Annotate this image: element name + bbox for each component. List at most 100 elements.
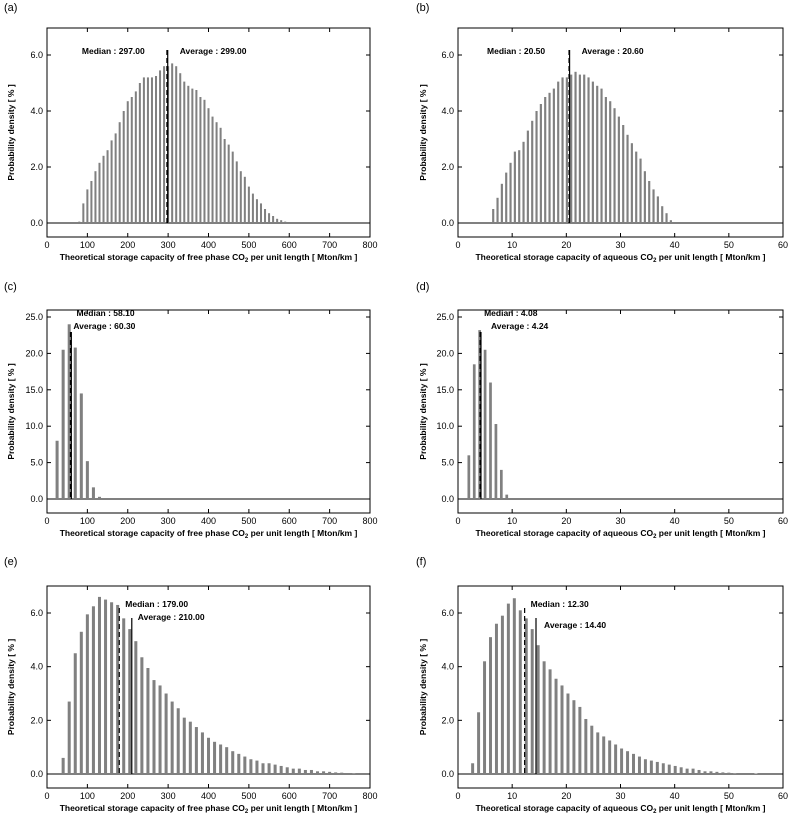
bar [518, 150, 521, 223]
x-tick-label: 800 [362, 791, 377, 801]
bar [191, 88, 194, 223]
bar [175, 66, 178, 223]
x-tick-label: 100 [80, 791, 95, 801]
y-tick-label: 0.0 [30, 494, 43, 504]
bar [639, 158, 642, 223]
bar [560, 685, 564, 774]
bar [505, 172, 508, 223]
bar [691, 768, 695, 774]
panel-label: (c) [4, 281, 17, 293]
x-tick-label: 30 [615, 240, 625, 250]
y-tick-label: 5.0 [441, 458, 454, 468]
y-tick-label: 6.0 [30, 608, 43, 618]
bar [231, 151, 234, 223]
y-tick-label: 2.0 [441, 162, 454, 172]
bar [90, 181, 93, 223]
bar [733, 773, 737, 774]
bar [243, 176, 246, 223]
bar [268, 213, 271, 223]
y-tick-label: 4.0 [441, 662, 454, 672]
y-axis-label: Probability density [ % ] [6, 363, 16, 460]
bar [73, 653, 77, 774]
bar [489, 382, 492, 499]
x-tick-label: 500 [241, 791, 256, 801]
bar [578, 74, 581, 223]
average-label: Average : 4.24 [491, 321, 549, 331]
bar [512, 598, 516, 774]
bar [522, 141, 525, 223]
bar [91, 487, 95, 499]
bar [200, 732, 204, 774]
x-tick-label: 20 [561, 791, 571, 801]
y-tick-label: 0.0 [441, 218, 454, 228]
bar [285, 767, 289, 774]
bar [709, 771, 713, 774]
bar [494, 424, 498, 499]
bar [483, 661, 487, 774]
bar [152, 680, 156, 774]
bar [207, 108, 210, 223]
chart-panel-f: (f) 0 10 20 30 40 50 60 0.0 2.0 4.0 6.0 Theoretical … [416, 556, 788, 815]
x-tick-label: 600 [282, 791, 297, 801]
bar [206, 737, 211, 774]
bar [182, 717, 186, 774]
bar [97, 596, 102, 774]
bar [78, 221, 81, 223]
x-axis-label: Theoretical storage capacity of aqueous … [475, 528, 765, 540]
bar [159, 70, 162, 224]
bar [215, 122, 218, 223]
bar [600, 88, 603, 223]
bar [140, 657, 144, 774]
x-tick-label: 50 [724, 240, 734, 250]
bar [661, 206, 664, 223]
bar [608, 740, 612, 774]
bar [86, 189, 89, 223]
bar [570, 74, 573, 223]
bar [187, 85, 190, 223]
bar [247, 186, 250, 223]
panel-label: (e) [4, 556, 17, 568]
bar [164, 693, 168, 774]
x-axis-label: Theoretical storage capacity of free pha… [60, 252, 358, 264]
x-tick-label: 500 [241, 516, 256, 526]
bar [237, 753, 241, 774]
bar [667, 764, 671, 774]
x-tick-label: 400 [201, 516, 216, 526]
bar [542, 661, 546, 774]
y-axis-label: Probability density [ % ] [418, 639, 428, 736]
y-tick-label: 6.0 [30, 50, 43, 60]
bar [614, 744, 618, 774]
bar [227, 144, 230, 223]
bar [622, 125, 625, 223]
median-label: Median : 297.00 [82, 46, 145, 56]
bar [67, 324, 71, 499]
bar [85, 461, 89, 499]
bar [578, 706, 582, 774]
bar [626, 751, 630, 774]
bar [264, 209, 267, 223]
y-tick-label: 10.0 [25, 421, 43, 431]
x-tick-label: 0 [44, 240, 49, 250]
bar [637, 756, 641, 774]
x-tick-label: 600 [282, 516, 297, 526]
bar [584, 718, 588, 774]
bar [297, 768, 301, 774]
bar [509, 162, 512, 223]
bar [261, 763, 265, 774]
bar [142, 77, 145, 224]
bar [134, 641, 138, 774]
x-tick-label: 60 [778, 516, 788, 526]
bar [280, 220, 283, 223]
x-tick-label: 50 [724, 516, 734, 526]
bar [669, 220, 672, 223]
bar [146, 77, 149, 224]
bar [467, 455, 471, 499]
bar [673, 765, 677, 774]
bar [128, 629, 132, 774]
bar [643, 759, 647, 774]
bar [219, 744, 223, 774]
average-label: Average : 299.00 [180, 46, 247, 56]
bar [602, 736, 606, 774]
bar [617, 116, 620, 223]
x-tick-label: 10 [507, 516, 517, 526]
